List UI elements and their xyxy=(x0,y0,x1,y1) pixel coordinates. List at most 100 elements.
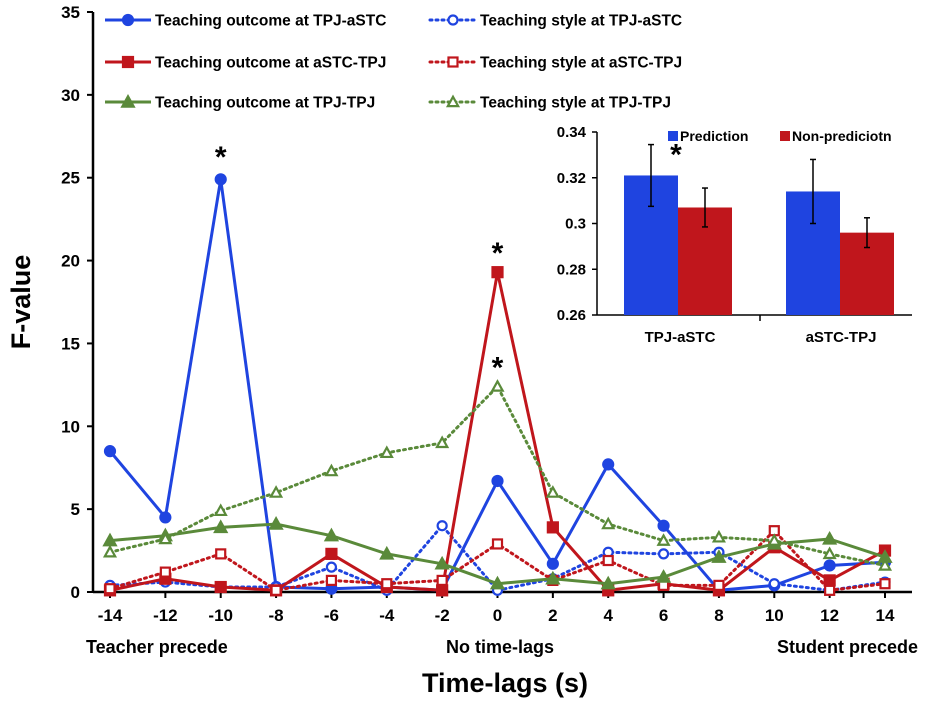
data-point xyxy=(768,578,780,590)
data-point xyxy=(103,445,117,458)
data-point xyxy=(546,521,559,534)
inset-category-label-astc-tpj: aSTC-TPJ xyxy=(806,329,877,346)
data-point xyxy=(711,549,727,563)
y-axis-title: F-value xyxy=(6,255,36,350)
data-point xyxy=(491,538,504,550)
region-label-teacher-precede: Teacher precede xyxy=(86,637,228,657)
inset-bars: * xyxy=(624,139,894,315)
data-point xyxy=(268,516,284,530)
x-tick-label: 6 xyxy=(659,606,668,625)
data-point xyxy=(655,569,672,583)
data-point xyxy=(214,580,227,594)
y-tick-label: 35 xyxy=(61,3,80,22)
legend-label: Teaching style at TPJ-aSTC xyxy=(480,13,682,30)
inset-legend-entry: Prediction xyxy=(668,128,748,144)
x-tick-label: 10 xyxy=(765,606,784,625)
data-point xyxy=(436,520,448,532)
legend-marker xyxy=(121,13,135,27)
data-point xyxy=(214,173,227,186)
data-point xyxy=(545,570,561,585)
annotation-layer: * * * xyxy=(215,141,504,384)
inset-category-label-tpj-astc: TPJ-aSTC xyxy=(645,329,716,346)
inset-legend-swatch xyxy=(668,131,678,141)
legend-label: Teaching outcome at aSTC-TPJ xyxy=(155,55,386,72)
data-point xyxy=(545,485,560,498)
data-point xyxy=(711,529,726,543)
data-point xyxy=(324,463,339,477)
series-5 xyxy=(102,379,893,571)
data-point xyxy=(323,527,340,542)
legend-marker xyxy=(447,56,459,68)
legend-entry: Teaching outcome at TPJ-TPJ xyxy=(105,93,375,112)
series-4 xyxy=(102,516,893,590)
data-point xyxy=(102,532,118,547)
significance-star: * xyxy=(492,351,504,384)
inset-legend-label: Prediction xyxy=(680,128,748,144)
data-point xyxy=(490,379,505,392)
inset-y-tick-label: 0.34 xyxy=(557,124,587,141)
significance-star: * xyxy=(492,237,504,270)
x-tick-label: -4 xyxy=(379,606,395,625)
data-point xyxy=(602,554,614,567)
x-tick-label: 12 xyxy=(820,606,839,625)
x-tick-label: -10 xyxy=(208,606,233,625)
data-point xyxy=(270,584,282,596)
inset-legend-swatch xyxy=(780,131,790,141)
inset-y-tick-label: 0.26 xyxy=(557,307,586,324)
region-label-student-precede: Student precede xyxy=(777,637,918,657)
x-axis-title: Time-lags (s) xyxy=(422,668,588,698)
x-tick-label: -12 xyxy=(153,606,178,625)
data-point xyxy=(325,561,338,573)
inset-legend-label: Non-prediciotn xyxy=(792,128,892,144)
data-point xyxy=(213,519,229,534)
y-tick-label: 25 xyxy=(61,169,80,188)
data-point xyxy=(877,558,893,571)
data-point xyxy=(822,546,837,560)
data-point xyxy=(325,547,338,560)
legend-entry: Teaching style at TPJ-aSTC xyxy=(428,13,682,30)
legend-marker xyxy=(121,55,135,69)
data-point xyxy=(435,435,450,449)
data-point xyxy=(491,474,504,488)
region-label-no-time-lags: No time-lags xyxy=(446,637,554,657)
data-point xyxy=(269,485,284,498)
data-point xyxy=(102,544,118,558)
inset-significance-star: * xyxy=(670,139,682,172)
data-point xyxy=(657,548,670,560)
series-line xyxy=(108,385,887,567)
x-tick-label: -6 xyxy=(324,606,339,625)
inset-y-axis-ticks: 0.26 0.28 0.3 0.32 0.34 xyxy=(557,124,761,324)
data-point xyxy=(656,533,671,546)
x-tick-label: 0 xyxy=(493,606,502,625)
x-tick-label: -2 xyxy=(435,606,450,625)
data-point xyxy=(822,530,838,545)
data-point xyxy=(434,555,450,570)
inset-legend: Prediction Non-prediciotn xyxy=(668,128,892,144)
data-point xyxy=(879,578,891,590)
x-tick-label: 2 xyxy=(548,606,557,625)
legend-label: Teaching style at TPJ-TPJ xyxy=(480,95,671,112)
data-point xyxy=(158,531,173,545)
data-point xyxy=(546,557,559,570)
legend-entry: Teaching outcome at aSTC-TPJ xyxy=(105,55,386,72)
data-point xyxy=(213,503,228,517)
x-tick-label: 8 xyxy=(714,606,723,625)
data-point xyxy=(600,575,616,590)
inset-y-tick-label: 0.3 xyxy=(565,216,586,233)
legend-marker xyxy=(120,93,136,108)
data-point xyxy=(379,445,394,459)
data-point xyxy=(436,574,448,587)
y-tick-label: 10 xyxy=(61,417,80,436)
legend-label: Teaching outcome at TPJ-TPJ xyxy=(155,95,375,112)
series-layer xyxy=(102,173,893,597)
inset-y-tick-label: 0.32 xyxy=(557,170,586,187)
inset-y-tick-label: 0.28 xyxy=(557,261,586,278)
data-point xyxy=(381,578,393,590)
inset-bar-chart: 0.26 0.28 0.3 0.32 0.34 * Prediction Non-pred… xyxy=(557,124,912,346)
data-point xyxy=(601,516,616,530)
data-point xyxy=(379,545,395,560)
x-tick-label: -8 xyxy=(269,606,284,625)
y-tick-label: 30 xyxy=(61,86,80,105)
y-tick-label: 20 xyxy=(61,252,80,271)
